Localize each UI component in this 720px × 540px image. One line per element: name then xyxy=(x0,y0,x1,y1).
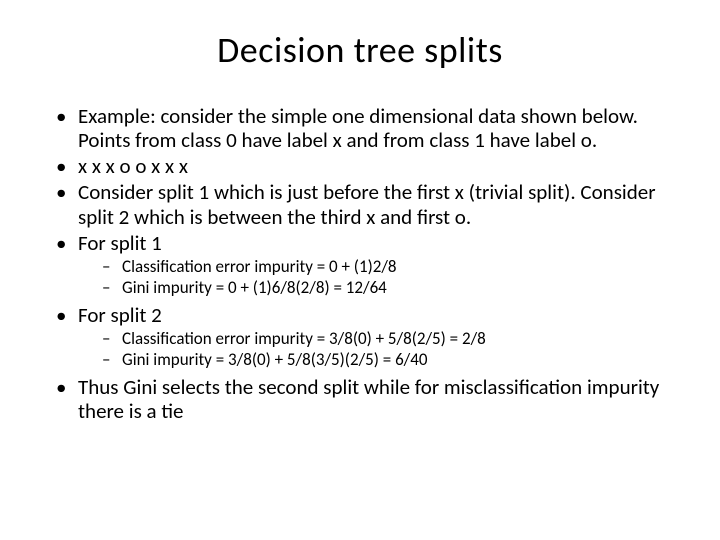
bullet-text: For split 1 xyxy=(78,230,162,256)
bullet-item: x x x o o x x x xyxy=(50,154,670,178)
sub-bullet-text: Classification error impurity = 3/8(0) +… xyxy=(122,328,486,349)
sub-bullet-item: Classification error impurity = 0 + (1)2… xyxy=(78,257,670,277)
sub-bullet-text: Gini impurity = 3/8(0) + 5/8(3/5)(2/5) =… xyxy=(122,349,427,370)
bullet-item: Example: consider the simple one dimensi… xyxy=(50,104,670,152)
sub-bullet-text: Classification error impurity = 0 + (1)2… xyxy=(122,256,397,277)
bullet-text: For split 2 xyxy=(78,302,162,328)
bullet-item: For split 1 Classification error impurit… xyxy=(50,231,670,299)
sub-bullet-list: Classification error impurity = 3/8(0) +… xyxy=(78,329,670,371)
slide: Decision tree splits Example: consider t… xyxy=(0,0,720,540)
sub-bullet-item: Gini impurity = 3/8(0) + 5/8(3/5)(2/5) =… xyxy=(78,350,670,370)
bullet-text: Example: consider the simple one dimensi… xyxy=(78,103,638,153)
bullet-item: Consider split 1 which is just before th… xyxy=(50,180,670,228)
bullet-item: For split 2 Classification error impurit… xyxy=(50,303,670,371)
slide-title: Decision tree splits xyxy=(50,28,670,72)
sub-bullet-list: Classification error impurity = 0 + (1)2… xyxy=(78,257,670,299)
bullet-text: Consider split 1 which is just before th… xyxy=(78,179,656,229)
sub-bullet-item: Classification error impurity = 3/8(0) +… xyxy=(78,329,670,349)
bullet-item: Thus Gini selects the second split while… xyxy=(50,375,670,423)
sub-bullet-text: Gini impurity = 0 + (1)6/8(2/8) = 12/64 xyxy=(122,277,387,298)
bullet-text: Thus Gini selects the second split while… xyxy=(78,374,659,424)
bullet-list: Example: consider the simple one dimensi… xyxy=(50,104,670,423)
bullet-text: x x x o o x x x xyxy=(78,153,188,179)
sub-bullet-item: Gini impurity = 0 + (1)6/8(2/8) = 12/64 xyxy=(78,278,670,298)
